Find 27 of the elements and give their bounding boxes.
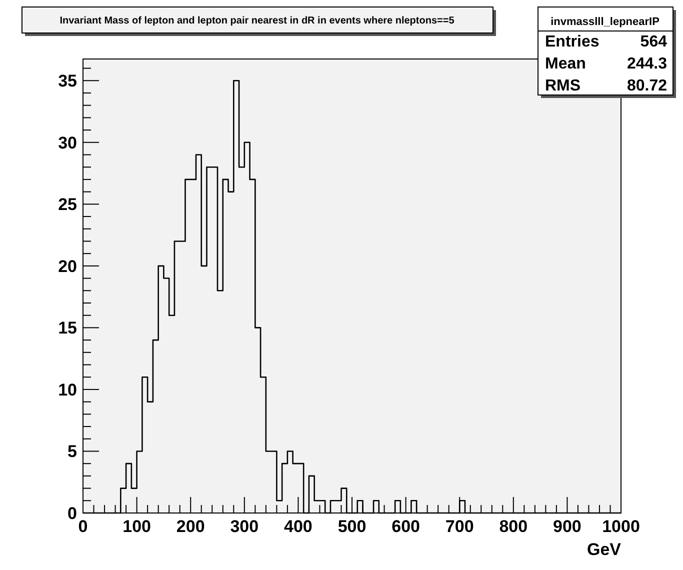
x-axis-title: GeV: [586, 540, 622, 559]
x-tick-label: 600: [392, 517, 420, 536]
y-tick-label: 0: [68, 504, 77, 523]
x-tick-label: 400: [284, 517, 312, 536]
chart-title: Invariant Mass of lepton and lepton pair nearest in dR in events where nleptons==5: [60, 16, 455, 26]
y-tick-label: 15: [58, 318, 77, 338]
y-tick-label: 10: [58, 380, 77, 400]
text: 244.3: [626, 56, 668, 73]
x-tick-label: 100: [122, 517, 151, 536]
annotation: Mean: [545, 56, 586, 73]
x-tick-label: 800: [499, 517, 528, 536]
y-tick-label: 25: [58, 195, 77, 214]
text: 80.72: [626, 78, 668, 95]
text: 564: [640, 34, 668, 51]
x-tick-label: 500: [338, 517, 366, 536]
text: Entries: [545, 34, 600, 51]
annotation: RMS: [545, 78, 581, 95]
y-tick-label: 30: [58, 133, 77, 152]
x-tick-label: 700: [445, 517, 474, 536]
y-tick-label: 5: [68, 442, 77, 462]
x-tick-label: 200: [176, 517, 205, 536]
x-tick-label: 300: [230, 517, 259, 536]
x-tick-label: 1000: [602, 517, 640, 536]
y-tick-label: 20: [58, 256, 77, 276]
text: invmasslll_lepnearIP: [550, 16, 660, 28]
y-tick-label: 35: [58, 72, 77, 91]
x-tick-label: 900: [553, 517, 582, 536]
